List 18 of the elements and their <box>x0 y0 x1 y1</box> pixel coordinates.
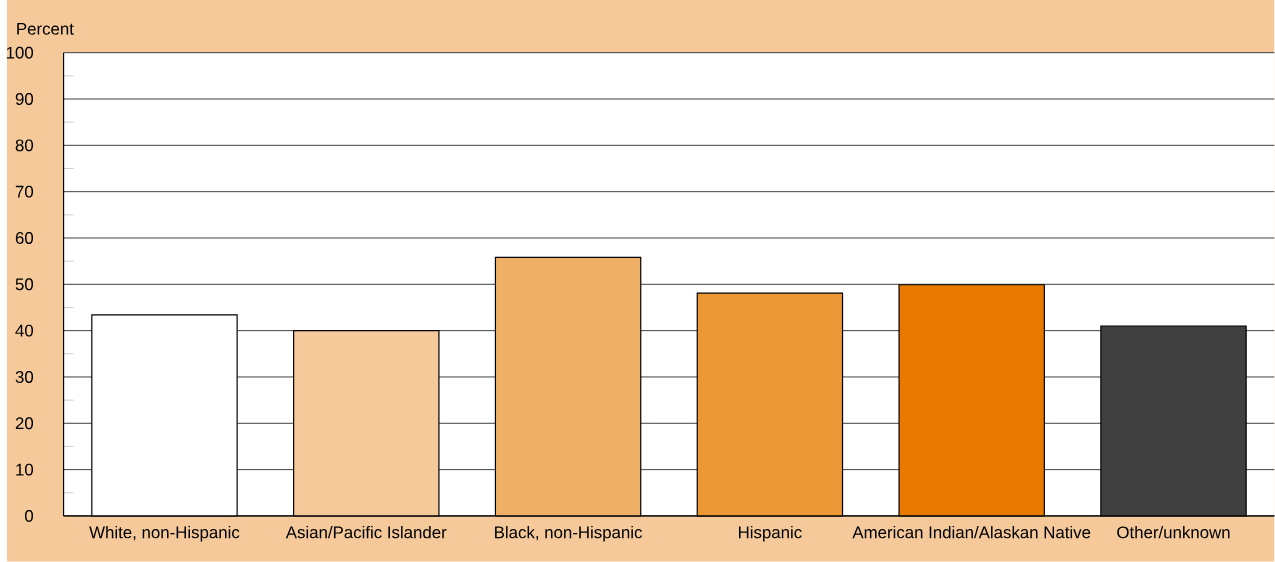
y-tick-label: 10 <box>16 463 34 476</box>
x-tick-label: Black, non-Hispanic <box>495 526 643 542</box>
y-tick-label: 0 <box>25 510 34 523</box>
y-tick-label: 90 <box>15 93 34 106</box>
y-tick-label: 80 <box>15 139 34 152</box>
y-tick-label: 60 <box>15 232 34 245</box>
x-tick-label: American Indian/Alaskan Native <box>852 526 1091 539</box>
y-tick-label: 70 <box>15 185 34 198</box>
y-axis-title: Percent <box>17 23 74 35</box>
x-tick-label: Hispanic <box>738 526 802 542</box>
y-tick-label: 40 <box>15 324 34 337</box>
x-tick-label: Asian/Pacific Islander <box>285 526 447 539</box>
y-tick-label: 100 <box>6 46 34 59</box>
x-tick-label: Other/unknown <box>1117 526 1230 539</box>
x-tick-label: White, non-Hispanic <box>89 526 240 542</box>
y-tick-label: 20 <box>15 417 34 430</box>
y-tick-label: 30 <box>15 371 34 384</box>
y-tick-label: 50 <box>15 278 34 291</box>
